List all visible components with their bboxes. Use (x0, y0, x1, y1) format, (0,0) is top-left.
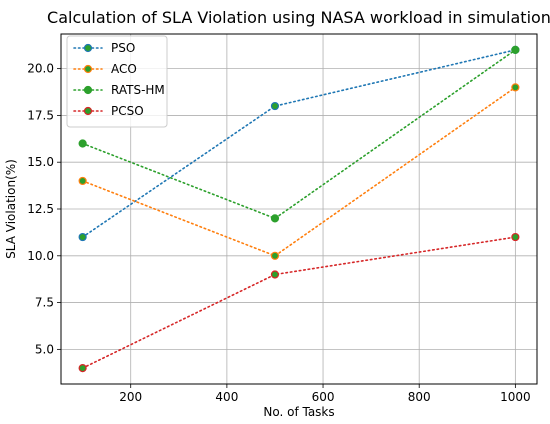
x-tick-label: 800 (408, 390, 431, 404)
y-tick-label: 12.5 (27, 202, 54, 216)
data-point-aco (270, 251, 280, 260)
x-tick-label: 600 (312, 390, 335, 404)
y-tick-label: 15.0 (27, 155, 54, 169)
y-tick-label: 20.0 (27, 62, 54, 76)
legend-entry-rats-hm: RATS-HM (73, 83, 165, 97)
y-tick-label: 10.0 (27, 249, 54, 263)
legend-marker-pso (83, 43, 93, 53)
legend-marker-aco (83, 64, 93, 74)
chart-title: Calculation of SLA Violation using NASA … (47, 8, 550, 27)
x-axis-ticks: 200 400 600 800 1000 (119, 384, 531, 404)
series-rats-hm (78, 45, 520, 223)
data-point-rats-hm (78, 139, 87, 148)
data-point-pcso (270, 270, 280, 279)
series-layer (78, 45, 520, 373)
series-line-pso (81, 49, 517, 238)
legend-entry-pcso: PCSO (73, 104, 144, 118)
legend-marker-rats-hm (83, 85, 93, 95)
y-tick-label: 7.5 (35, 296, 54, 310)
x-tick-label: 400 (215, 390, 238, 404)
data-point-pso (78, 232, 87, 242)
legend-label-rats-hm: RATS-HM (111, 83, 165, 97)
legend-label-pcso: PCSO (111, 104, 144, 118)
data-point-aco (511, 83, 520, 92)
x-tick-label: 1000 (500, 390, 531, 404)
legend-marker-pcso (83, 106, 93, 116)
y-tick-label: 17.5 (27, 108, 54, 122)
y-axis-ticks: 5.0 7.5 10.0 12.5 15.0 17.5 20.0 (27, 62, 61, 356)
x-tick-label: 200 (119, 390, 142, 404)
series-aco (78, 83, 520, 260)
legend-label-pso: PSO (111, 41, 135, 55)
x-axis-label: No. of Tasks (263, 405, 334, 419)
y-tick-label: 5.0 (35, 342, 54, 356)
data-point-pcso (511, 232, 520, 242)
legend: PSO ACO RATS-HM PCSO (66, 35, 168, 128)
legend-entry-aco: ACO (73, 62, 137, 76)
data-point-pcso (78, 363, 87, 373)
data-point-pso (270, 101, 280, 111)
legend-entry-pso: PSO (73, 41, 135, 55)
series-pcso (78, 232, 520, 373)
series-line-pcso (81, 236, 517, 369)
y-axis-label: SLA Violation(%) (4, 159, 18, 259)
data-point-rats-hm (270, 214, 280, 223)
legend-box (66, 35, 168, 128)
legend-label-aco: ACO (111, 62, 137, 76)
data-point-rats-hm (511, 45, 520, 55)
data-point-aco (78, 176, 87, 186)
